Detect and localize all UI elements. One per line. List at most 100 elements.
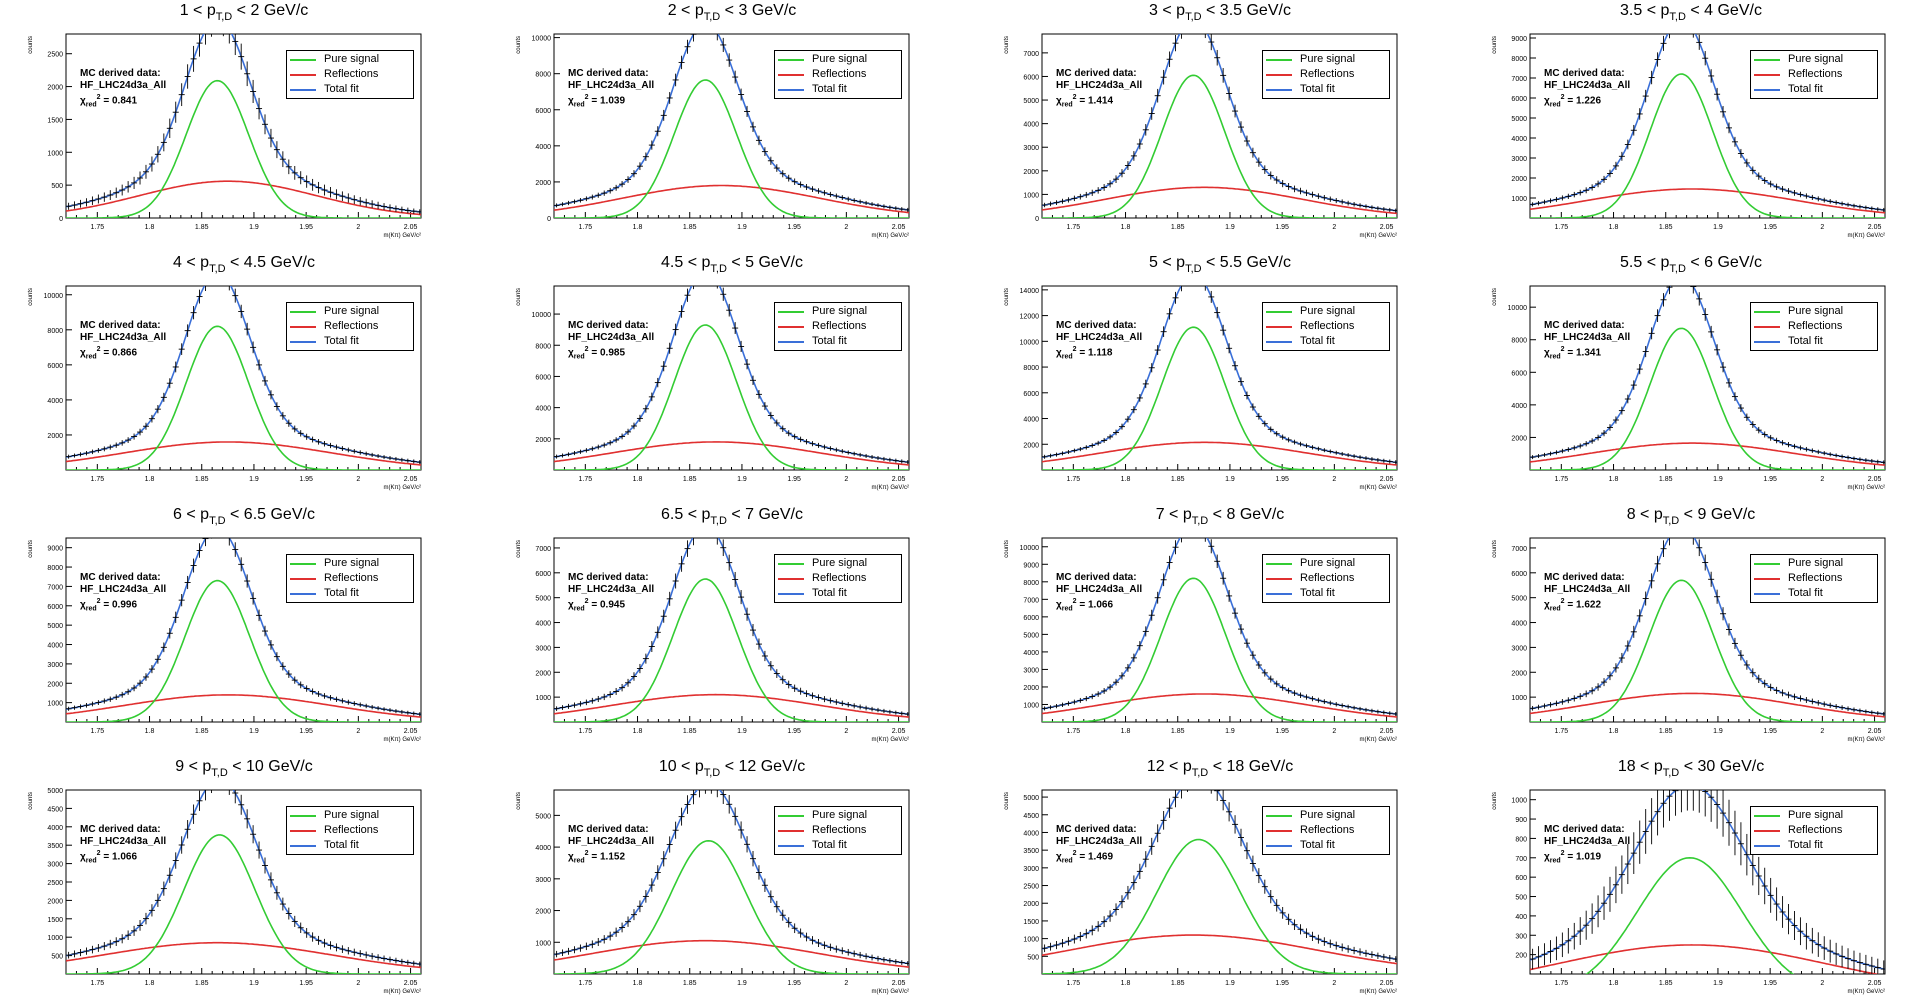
- chart-title-end: < 3 GeV/c: [720, 2, 797, 19]
- x-axis-label: m(Kπ) GeV/c²: [872, 233, 909, 239]
- data-point: [1154, 591, 1161, 604]
- data-points: [66, 34, 421, 215]
- data-point: [1672, 790, 1679, 816]
- data-point: [1362, 707, 1369, 712]
- legend-swatch: [1754, 829, 1780, 832]
- legend: Pure signal Reflections Total fit: [1262, 554, 1390, 603]
- fit-info: MC derived data: HF_LHC24d3a_All χred2 = 1…: [1544, 68, 1630, 111]
- data-point: [761, 402, 768, 411]
- legend-label: Reflections: [1300, 68, 1355, 80]
- data-point: [1821, 701, 1828, 707]
- data-point: [1181, 286, 1182, 292]
- chart-title-start: 18 < p: [1617, 758, 1663, 775]
- chart-title: 1 < pT,D < 2 GeV/c: [0, 2, 488, 23]
- legend-label: Total fit: [812, 83, 847, 95]
- data-point: [892, 458, 899, 463]
- fit-info: MC derived data: HF_LHC24d3a_All χred2 = 1…: [568, 68, 654, 111]
- chart-panel: 12 < pT,D < 18 GeV/c 500 1000 1500 2000 2500 3…: [976, 756, 1464, 1008]
- x-tick-label: 1.85: [1171, 224, 1185, 231]
- data-point: [869, 202, 876, 207]
- y-tick-label: 8000: [1023, 365, 1039, 372]
- legend-label: Pure signal: [324, 305, 380, 317]
- data-point: [1702, 790, 1709, 817]
- legend-label: Pure signal: [1300, 305, 1356, 317]
- x-tick-label: 1.8: [1121, 980, 1131, 987]
- legend-item: Total fit: [1266, 82, 1386, 97]
- chi2-symbol: χ: [568, 95, 574, 107]
- data-point: [1291, 439, 1298, 445]
- x-axis-label: m(Kπ) GeV/c²: [384, 737, 421, 743]
- data-point: [1803, 446, 1810, 452]
- y-tick-label: 9000: [1023, 562, 1039, 569]
- data-point: [1833, 200, 1840, 205]
- data-point: [1708, 325, 1715, 338]
- x-tick-label: 1.85: [195, 224, 209, 231]
- data-point: [83, 703, 90, 708]
- chi2-sub: red: [1061, 857, 1073, 865]
- x-tick-label: 1.8: [633, 476, 643, 483]
- legend-label: Pure signal: [1300, 809, 1356, 821]
- data-point: [1839, 201, 1846, 206]
- data-point: [857, 452, 864, 457]
- data-point: [750, 375, 757, 386]
- y-tick-label: 2000: [535, 180, 551, 187]
- y-axis-label: counts: [516, 792, 522, 810]
- legend: Pure signal Reflections Total fit: [1262, 50, 1390, 99]
- data-point: [607, 187, 614, 194]
- legend-label: Reflections: [812, 320, 867, 332]
- data-point: [1345, 453, 1352, 458]
- data-point: [273, 402, 280, 411]
- y-axis-label: counts: [28, 288, 34, 306]
- data-point: [601, 442, 608, 448]
- data-point: [172, 611, 179, 624]
- data-point: [1773, 686, 1780, 694]
- data-point: [1589, 903, 1596, 934]
- data-point: [815, 442, 822, 448]
- x-tick-label: 1.95: [787, 224, 801, 231]
- data-point: [1803, 193, 1810, 199]
- chi2-value: 1.469: [1087, 851, 1114, 863]
- data-point: [904, 460, 909, 465]
- legend-item: Reflections: [778, 823, 898, 838]
- legend-swatch: [778, 88, 804, 91]
- y-tick-label: 1500: [47, 117, 63, 124]
- data-point: [809, 441, 816, 447]
- data-point: [1773, 437, 1780, 444]
- data-point: [1630, 625, 1637, 638]
- data-point: [205, 34, 206, 45]
- data-point: [1255, 868, 1262, 884]
- legend-item: Reflections: [1266, 823, 1386, 838]
- legend-label: Pure signal: [812, 809, 868, 821]
- data-point: [101, 942, 108, 951]
- data-point: [1291, 919, 1298, 931]
- chi2-eq: =: [1076, 851, 1088, 863]
- data-point: [1731, 810, 1738, 856]
- data-point: [1202, 768, 1208, 789]
- data-point: [1315, 446, 1322, 451]
- data-point: [702, 16, 708, 31]
- data-point: [77, 199, 84, 208]
- data-point: [339, 446, 346, 452]
- info-line1: MC derived data:: [568, 320, 649, 331]
- y-tick-label: 4000: [1023, 417, 1039, 424]
- chi2-sup: 2: [1560, 598, 1565, 605]
- data-point: [1535, 946, 1542, 968]
- data-point: [1779, 689, 1786, 697]
- data-point: [613, 927, 620, 937]
- data-point: [1095, 187, 1102, 194]
- data-point: [898, 207, 905, 212]
- chi2-symbol: χ: [568, 851, 574, 863]
- y-tick-label: 5000: [1023, 795, 1039, 802]
- pure-signal-curve: [66, 325, 421, 470]
- info-line1: MC derived data:: [1056, 320, 1137, 331]
- x-axis-label: m(Kπ) GeV/c²: [384, 989, 421, 995]
- data-point: [1148, 363, 1155, 373]
- legend-label: Total fit: [1788, 335, 1823, 347]
- x-axis-label: m(Kπ) GeV/c²: [1360, 233, 1397, 239]
- data-point: [1374, 457, 1381, 462]
- legend-swatch: [1266, 577, 1292, 580]
- chart-title-end: < 10 GeV/c: [227, 758, 313, 775]
- data-point: [1839, 454, 1846, 459]
- x-tick-label: 1.9: [249, 728, 259, 735]
